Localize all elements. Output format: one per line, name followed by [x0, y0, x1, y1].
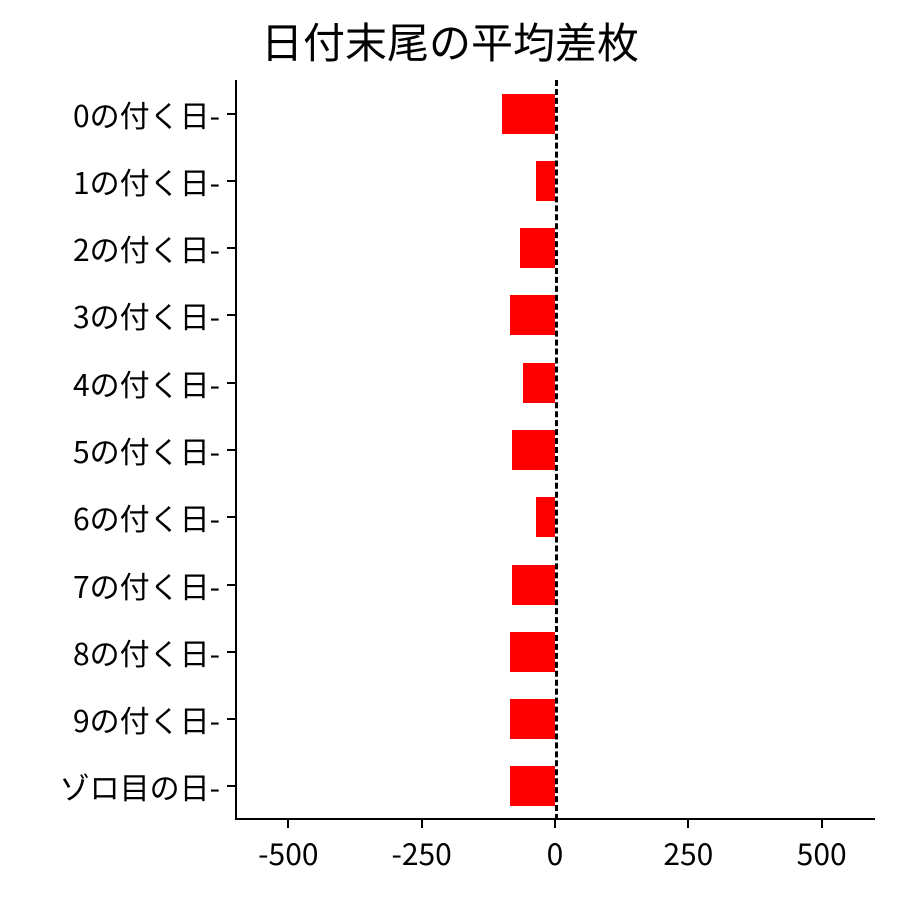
x-tick-label: 0	[547, 830, 564, 874]
y-tick-label: 5の付く日-	[73, 428, 220, 472]
bar	[536, 161, 555, 201]
bar	[510, 766, 555, 806]
y-tick-label: 2の付く日-	[73, 226, 220, 270]
x-tick-mark	[287, 820, 289, 828]
y-tick-label: 3の付く日-	[73, 293, 220, 337]
bar	[512, 430, 555, 470]
chart-title: 日付末尾の平均差枚	[0, 10, 900, 71]
y-tick-mark	[227, 382, 235, 384]
y-tick-mark	[227, 314, 235, 316]
bar	[512, 565, 555, 605]
y-tick-mark	[227, 718, 235, 720]
plot-area	[235, 80, 875, 820]
bar	[502, 94, 555, 134]
y-tick-label: 9の付く日-	[73, 697, 220, 741]
y-tick-label: 8の付く日-	[73, 630, 220, 674]
x-tick-mark	[421, 820, 423, 828]
x-tick-label: 500	[797, 830, 847, 874]
bar	[510, 699, 555, 739]
bar	[510, 295, 555, 335]
y-tick-label: 1の付く日-	[73, 159, 220, 203]
y-tick-label: 6の付く日-	[73, 495, 220, 539]
y-axis-line	[235, 80, 237, 820]
y-tick-label: 7の付く日-	[73, 563, 220, 607]
y-tick-mark	[227, 449, 235, 451]
y-tick-mark	[227, 113, 235, 115]
bar	[510, 632, 555, 672]
y-tick-label: ゾロ目の日-	[60, 764, 220, 808]
y-tick-mark	[227, 180, 235, 182]
y-tick-label: 4の付く日-	[73, 361, 220, 405]
y-tick-mark	[227, 785, 235, 787]
y-tick-mark	[227, 651, 235, 653]
x-tick-label: 250	[663, 830, 713, 874]
x-tick-label: -250	[391, 830, 451, 874]
zero-line	[555, 80, 558, 820]
x-tick-label: -500	[258, 830, 318, 874]
y-tick-label: 0の付く日-	[73, 92, 220, 136]
bar	[520, 228, 555, 268]
x-tick-mark	[821, 820, 823, 828]
chart-container: 日付末尾の平均差枚 0の付く日- 1の付く日- 2の付く日- 3の付く日- 4の付く日-…	[0, 0, 900, 900]
bar	[536, 497, 555, 537]
y-tick-mark	[227, 584, 235, 586]
y-tick-mark	[227, 516, 235, 518]
bar	[523, 363, 555, 403]
x-tick-mark	[554, 820, 556, 828]
x-tick-mark	[687, 820, 689, 828]
y-tick-mark	[227, 247, 235, 249]
